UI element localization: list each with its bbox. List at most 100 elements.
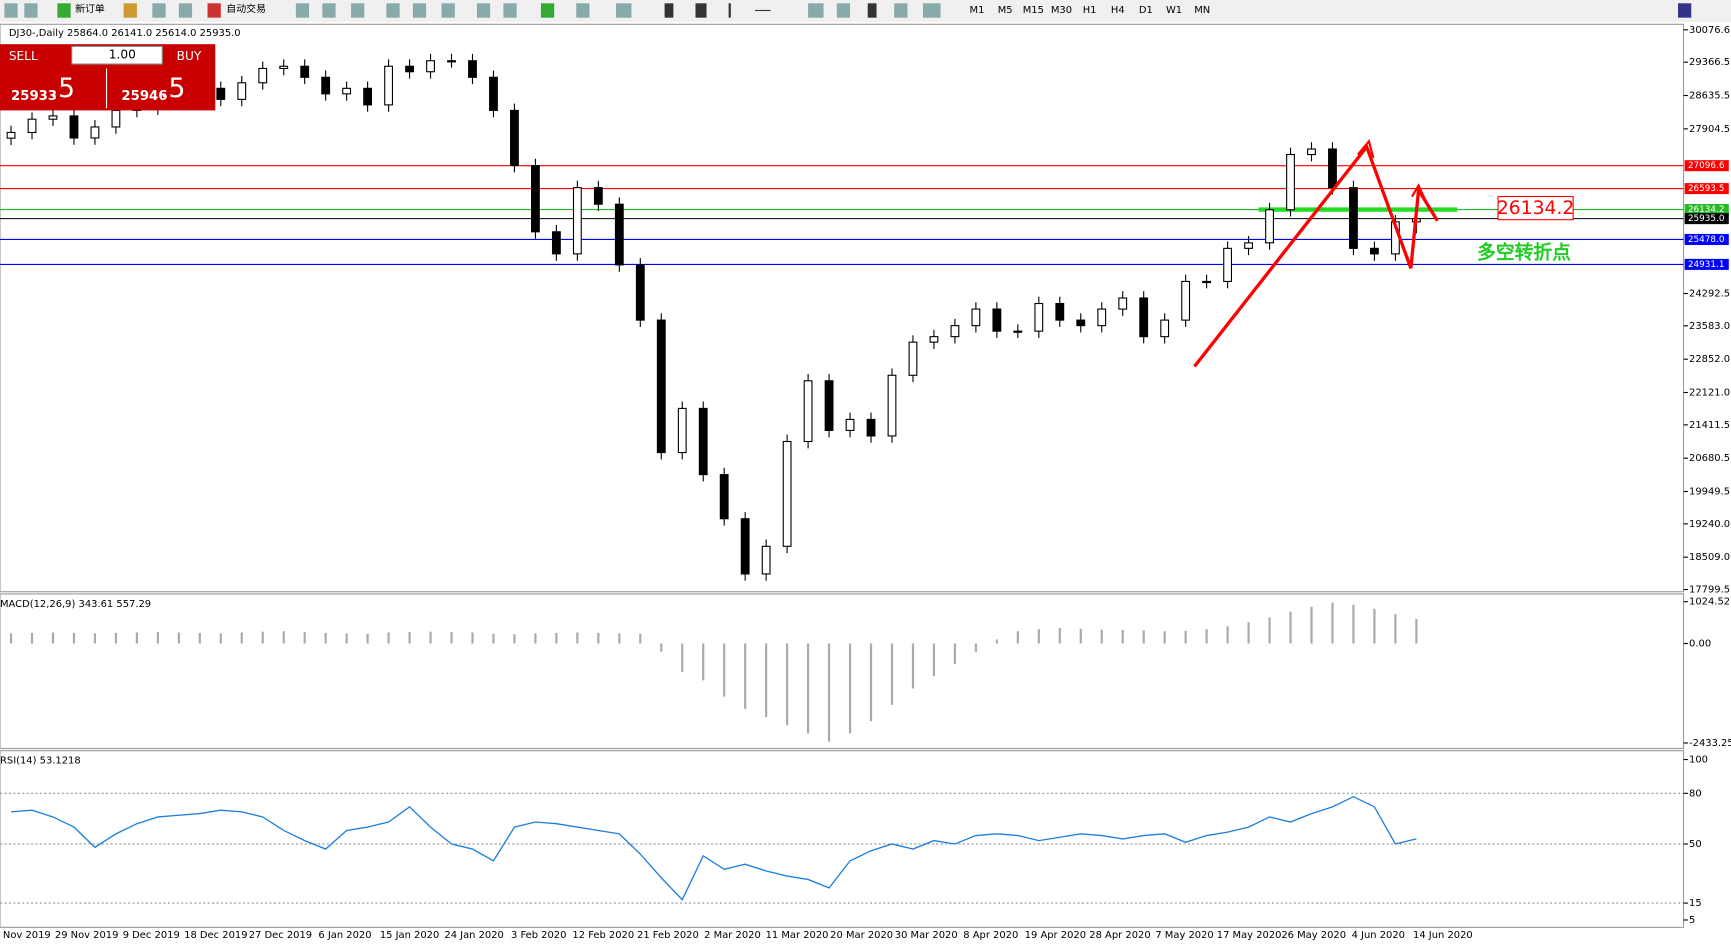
- candle-body: [761, 545, 771, 575]
- level-tag: [1684, 233, 1729, 245]
- x-tick-label: 27 Dec 2019: [249, 930, 312, 941]
- y-tick-label: 22852.0: [1689, 354, 1730, 365]
- candle-body: [824, 380, 834, 431]
- candle-body: [656, 319, 666, 454]
- y-tick-label: 20680.5: [1689, 453, 1730, 464]
- timeframe[interactable]: H1: [1083, 5, 1097, 16]
- timeframe[interactable]: M30: [1051, 5, 1072, 16]
- candle-body: [1097, 308, 1107, 327]
- level-label: 25935.0: [1688, 214, 1725, 224]
- timeframe[interactable]: M1: [970, 5, 985, 16]
- toolbar-icons: [4, 3, 1692, 18]
- y-tick-label: 19949.5: [1689, 487, 1730, 498]
- x-tick-label: 0 Nov 2019: [0, 930, 51, 941]
- x-tick-label: 19 Apr 2020: [1025, 930, 1086, 941]
- level-tag: [1684, 160, 1729, 172]
- candle-body: [1286, 153, 1295, 211]
- candle-body: [1013, 330, 1023, 333]
- rsi-tick-label: 100: [1689, 755, 1708, 766]
- timeframe[interactable]: MN: [1194, 5, 1210, 16]
- timeframe[interactable]: H4: [1111, 5, 1125, 16]
- candle-body: [1370, 247, 1379, 255]
- candle-body: [1244, 242, 1253, 249]
- lots-box[interactable]: [71, 45, 163, 65]
- plot: 30076.6 29366.5 28635.5 27904.5 24292.5 23583…: [0, 25, 1731, 941]
- macd-tick-label: -2433.25: [1689, 738, 1731, 749]
- timeframe[interactable]: M5: [998, 5, 1013, 16]
- candle-body: [300, 65, 310, 78]
- candle-body: [614, 203, 624, 266]
- candle-body: [929, 336, 939, 343]
- candle-body: [510, 109, 519, 167]
- x-tick-label: 7 May 2020: [1155, 930, 1213, 941]
- x-tick-label: 26 May 2020: [1281, 930, 1346, 941]
- candle-body: [279, 65, 289, 70]
- level-label: 26134.2: [1688, 205, 1725, 215]
- candle-body: [447, 60, 456, 63]
- candle-body: [468, 60, 477, 78]
- candle-body: [1139, 297, 1149, 338]
- candle-body: [971, 308, 981, 327]
- level-label: 27096.6: [1688, 161, 1725, 171]
- candle-body: [1076, 319, 1086, 327]
- rsi-panel: [0, 750, 1685, 928]
- x-tick-label: 2 Mar 2020: [704, 930, 761, 941]
- timeframe[interactable]: D1: [1139, 5, 1153, 16]
- y-tick-label: 21411.5: [1689, 420, 1730, 431]
- toolbar-button[interactable]: 新订单: [75, 2, 105, 15]
- timeframe[interactable]: W1: [1166, 5, 1182, 16]
- candle-body: [1181, 280, 1191, 321]
- trade-panel: SELL BUY 1.00 25933 .5 25946 .5: [0, 44, 216, 111]
- x-tick-label: 28 Apr 2020: [1089, 930, 1150, 941]
- annotation-text: 多空转折点: [1477, 240, 1571, 263]
- candle-body: [1202, 280, 1212, 284]
- macd-tick-label: 1024.52: [1689, 597, 1730, 608]
- macd-panel: [0, 593, 1685, 750]
- x-tick-label: 3 Feb 2020: [511, 930, 566, 941]
- sell-button[interactable]: SELL: [9, 49, 38, 63]
- candle-body: [69, 115, 79, 139]
- x-tick-label: 30 Mar 2020: [895, 930, 958, 941]
- candle-body: [111, 109, 121, 128]
- candle-body: [1160, 319, 1170, 338]
- price-annotation-box: [1497, 195, 1574, 221]
- candle-body: [1349, 187, 1358, 249]
- x-tick-label: 14 Jun 2020: [1413, 930, 1473, 941]
- candle-body: [887, 374, 897, 437]
- candle-body: [845, 418, 855, 431]
- y-tick-label: 30076.6: [1689, 25, 1730, 36]
- level-tag: [1684, 258, 1729, 270]
- candle-body: [531, 165, 540, 233]
- x-tick-label: 6 Jan 2020: [318, 930, 371, 941]
- rsi-tick-label: 5: [1689, 915, 1695, 926]
- level-label: 24931.1: [1688, 260, 1725, 270]
- x-tick-label: 12 Feb 2020: [572, 930, 634, 941]
- rsi-tick-label: 15: [1689, 898, 1702, 909]
- candle-body: [572, 187, 582, 255]
- level-label: 25478.0: [1688, 235, 1725, 245]
- buy-price: 25946: [121, 89, 167, 104]
- candle-body: [342, 87, 352, 95]
- level-tag: [1684, 183, 1729, 195]
- timeframe[interactable]: M15: [1023, 5, 1044, 16]
- divider: [105, 68, 108, 109]
- lots[interactable]: 1.00: [109, 48, 136, 62]
- chart-title: DJ30-,Daily 25864.0 26141.0 25614.0 2593…: [9, 28, 241, 39]
- candle-body: [6, 131, 16, 139]
- buy-button[interactable]: BUY: [177, 49, 202, 63]
- candle-body: [216, 87, 226, 100]
- candle-body: [363, 87, 373, 106]
- x-tick-label: 18 Dec 2019: [184, 930, 247, 941]
- rsi-tick-label: 80: [1689, 788, 1702, 799]
- timeframes: M1 M5 M15 M30 H1 H4 D1 W1 MN: [970, 5, 1211, 16]
- y-tick-label: 17799.5: [1689, 585, 1730, 596]
- macd-title: MACD(12,26,9) 343.61 557.29: [0, 599, 151, 610]
- y-tick-label: 23583.0: [1689, 321, 1730, 332]
- candle-body: [1328, 148, 1337, 189]
- candle-body: [384, 65, 394, 106]
- arrow-heads: [1357, 138, 1426, 199]
- candle-body: [908, 341, 918, 376]
- toolbar-button[interactable]: 自动交易: [226, 2, 266, 15]
- price-annotation: 26134.2: [1497, 198, 1575, 219]
